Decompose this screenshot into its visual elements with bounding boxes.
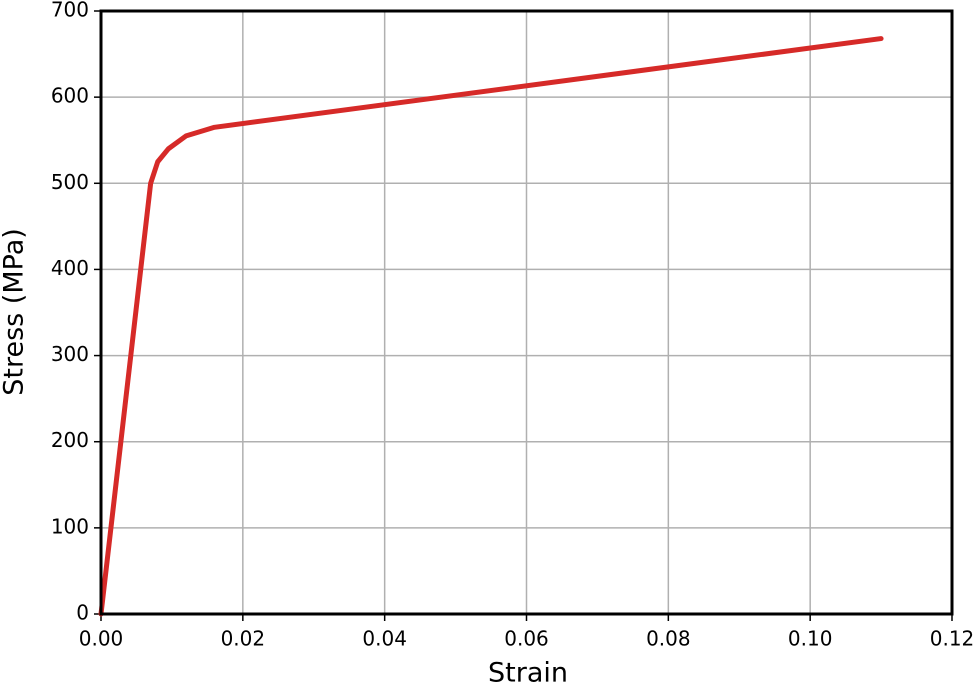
x-tick-label: 0.08 — [646, 627, 691, 651]
y-tick-label: 300 — [51, 342, 89, 366]
y-tick-label: 500 — [51, 170, 89, 194]
y-axis-label: Stress (MPa) — [0, 228, 30, 396]
y-tick-label: 200 — [51, 428, 89, 452]
y-tick-label: 0 — [76, 601, 89, 625]
y-tick-label: 600 — [51, 84, 89, 108]
x-tick-label: 0.10 — [788, 627, 833, 651]
y-tick-label: 700 — [51, 0, 89, 22]
x-tick-label: 0.06 — [504, 627, 549, 651]
x-tick-label: 0.12 — [930, 627, 975, 651]
x-tick-label: 0.04 — [362, 627, 407, 651]
data-line — [98, 36, 884, 617]
y-tick-label: 400 — [51, 256, 89, 280]
plot-frame — [99, 9, 954, 616]
x-tick-label: 0.00 — [79, 627, 124, 651]
x-tick-label: 0.02 — [221, 627, 266, 651]
x-axis-label: Strain — [488, 658, 568, 689]
y-tick-label: 100 — [51, 514, 89, 538]
